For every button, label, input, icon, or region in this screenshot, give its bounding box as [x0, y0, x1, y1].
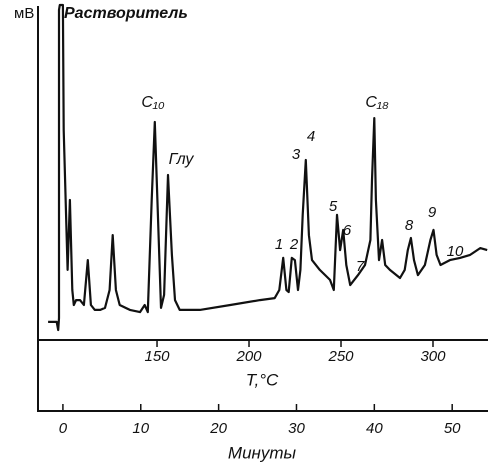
annotation: Растворитель: [64, 5, 188, 22]
x2-tick-label: 250: [327, 348, 354, 365]
x-tick-label: 50: [444, 420, 461, 437]
x-tick-label: 10: [132, 420, 149, 437]
x-tick-label: 30: [288, 420, 305, 437]
annotation: 9: [428, 204, 437, 221]
annotation: 10: [447, 243, 464, 260]
x2-axis-label: T,°C: [246, 370, 279, 389]
annotation: 4: [307, 128, 315, 145]
trace: [48, 3, 488, 332]
annotation: 5: [329, 198, 338, 215]
annotation: 7: [356, 258, 365, 275]
annotation: 3: [292, 146, 301, 163]
x2-tick-label: 200: [236, 348, 263, 365]
x2-tick-label: 300: [420, 348, 446, 365]
x-tick-label: 20: [209, 420, 227, 437]
annotation: 1: [275, 236, 283, 253]
annotation: Глу: [169, 151, 195, 168]
annotation: C₁₀: [141, 94, 165, 111]
x2-tick-label: 150: [145, 348, 171, 365]
annotation: 8: [405, 217, 414, 234]
x-axis-label: Минуты: [228, 443, 297, 462]
annotation: C₁₈: [365, 94, 389, 111]
annotation: 6: [343, 222, 352, 239]
x-tick-label: 40: [366, 420, 383, 437]
y-axis-label: мВ: [14, 5, 34, 22]
annotation: 2: [289, 236, 299, 253]
x-tick-label: 0: [59, 420, 68, 437]
